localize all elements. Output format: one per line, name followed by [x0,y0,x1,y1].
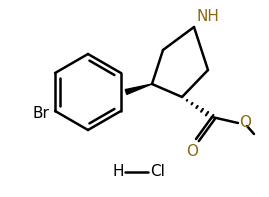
Text: Br: Br [33,106,49,121]
Text: Cl: Cl [150,164,165,179]
Text: O: O [186,144,198,159]
Text: H: H [112,164,124,179]
Polygon shape [125,84,152,94]
Text: NH: NH [197,9,220,24]
Text: O: O [239,114,251,129]
